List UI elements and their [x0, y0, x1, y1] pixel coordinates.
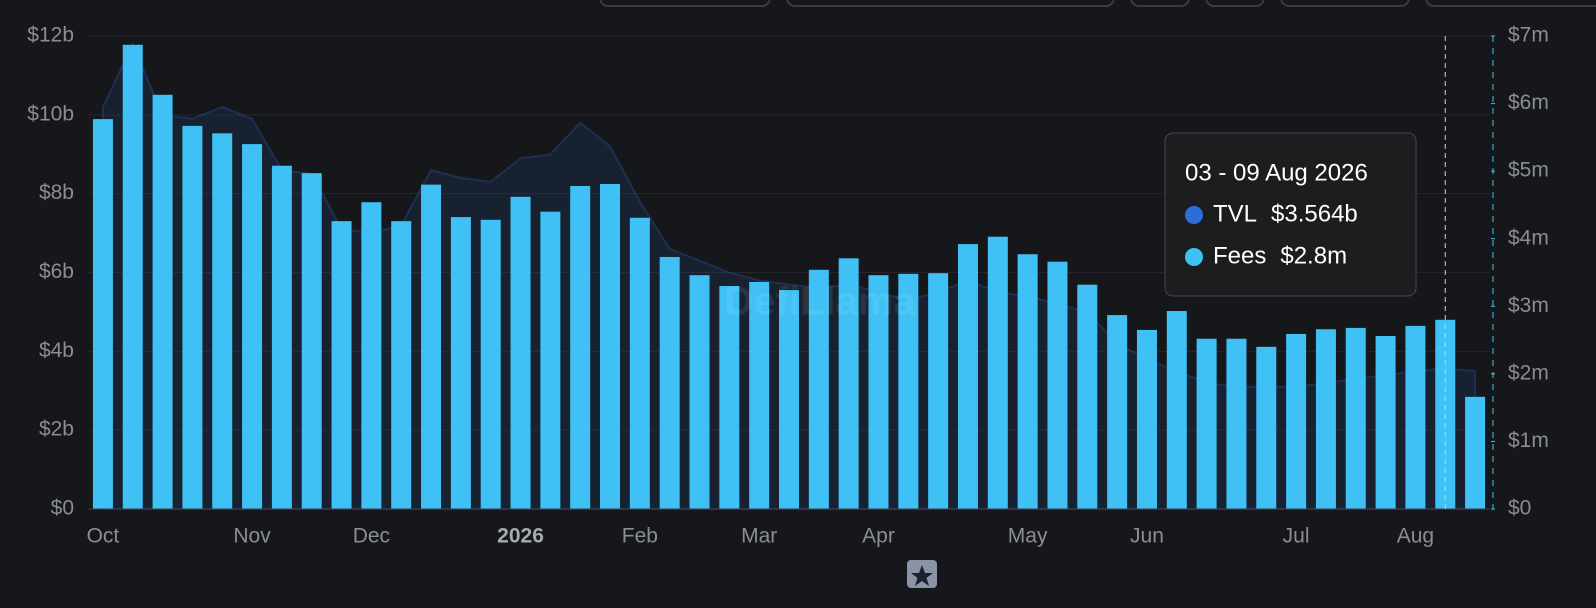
fees-bar [1256, 346, 1277, 509]
toolbar-button[interactable] [1205, 0, 1265, 7]
fees-bar [928, 273, 949, 509]
fees-bar [450, 217, 471, 509]
fees-bar [719, 286, 740, 509]
watermark: DefiLlama [724, 280, 916, 324]
y-tick-label: $10b [27, 102, 74, 125]
toolbar-button[interactable] [1425, 0, 1596, 7]
fees-bar [421, 184, 442, 509]
x-tick-label: Nov [233, 525, 271, 548]
y-tick-label: $6b [39, 260, 74, 283]
fees-bar [570, 186, 591, 509]
fees-bar [242, 144, 263, 509]
tooltip-name: TVL [1213, 200, 1257, 227]
x-tick-label: Mar [741, 525, 777, 548]
y2-tick-label: $0 [1508, 497, 1531, 520]
fees-bar [987, 236, 1008, 510]
toolbar-button[interactable] [599, 0, 771, 7]
fees-bar [122, 44, 143, 509]
fees-bar [1166, 311, 1187, 509]
toolbar-button[interactable] [1280, 0, 1410, 7]
x-tick-label: Dec [353, 525, 390, 548]
fees-bar [1465, 396, 1486, 509]
y2-tick-label: $7m [1508, 24, 1549, 47]
tooltip-value: $2.8m [1280, 242, 1347, 269]
y2-tick-label: $1m [1508, 429, 1549, 452]
tooltip-title: 03 - 09 Aug 2026 [1185, 159, 1368, 186]
fees-bar [212, 133, 233, 509]
tooltip-box [1164, 132, 1417, 297]
y-tick-label: $2b [39, 418, 74, 441]
fees-bar [1136, 329, 1157, 509]
fees-bar [1315, 329, 1336, 509]
fees-bar [152, 94, 173, 509]
star-icon [911, 565, 933, 586]
y-tick-label: $12b [27, 24, 74, 47]
y2-tick-label: $4m [1508, 226, 1549, 249]
legend-dot [1185, 206, 1203, 224]
x-tick-label: May [1008, 525, 1048, 548]
toolbar-button[interactable] [1130, 0, 1190, 7]
x-tick-label: Oct [87, 525, 120, 548]
fees-bar [689, 275, 710, 509]
fees-bar [629, 217, 650, 509]
star-button[interactable] [907, 560, 937, 588]
fees-bar [1017, 254, 1038, 509]
fees-bar [1226, 338, 1247, 509]
toolbar-button[interactable] [786, 0, 1115, 7]
fees-bar [1375, 336, 1396, 509]
fees-bar [540, 211, 561, 509]
fees-bar [1107, 315, 1128, 509]
fees-bar [510, 196, 531, 509]
x-tick-label: 2026 [497, 525, 544, 548]
y-tick-label: $8b [39, 181, 74, 204]
fees-bar [182, 125, 203, 510]
fees-bar [1047, 261, 1068, 509]
y2-tick-label: $2m [1508, 361, 1549, 384]
x-tick-label: Jun [1130, 525, 1164, 548]
fees-bar [1345, 327, 1366, 509]
fees-bar [301, 173, 322, 510]
legend-dot [1185, 248, 1203, 266]
y2-tick-label: $3m [1508, 294, 1549, 317]
fees-bar [957, 244, 978, 509]
fees-bar [1196, 338, 1217, 509]
fees-bar [391, 221, 412, 509]
y2-tick-label: $6m [1508, 91, 1549, 114]
fees-bar [331, 221, 352, 509]
y-tick-label: $0 [51, 497, 74, 520]
x-tick-label: Apr [862, 525, 895, 548]
fees-bar [1286, 333, 1307, 509]
fees-bar [838, 258, 859, 509]
x-tick-label: Jul [1283, 525, 1310, 548]
x-tick-label: Feb [622, 525, 658, 548]
fees-bar [1405, 325, 1426, 509]
fees-bar [808, 269, 829, 509]
tooltip-value: $3.564b [1271, 200, 1358, 227]
y-tick-label: $4b [39, 339, 74, 362]
fees-bar [868, 275, 889, 509]
fees-bar [779, 290, 799, 509]
fees-bar [271, 165, 292, 510]
fees-bar [92, 119, 113, 509]
fees-bar [898, 273, 919, 509]
x-tick-label: Aug [1397, 525, 1434, 548]
fees-bar [1077, 284, 1098, 509]
toolbar [599, 0, 1596, 7]
tooltip-name: Fees [1213, 242, 1266, 269]
fees-bar [659, 256, 680, 509]
fees-bar [480, 219, 501, 509]
fees-bar [749, 281, 770, 509]
y2-tick-label: $5m [1508, 159, 1549, 182]
fees-bar [600, 183, 621, 509]
fees-bar [361, 202, 382, 509]
